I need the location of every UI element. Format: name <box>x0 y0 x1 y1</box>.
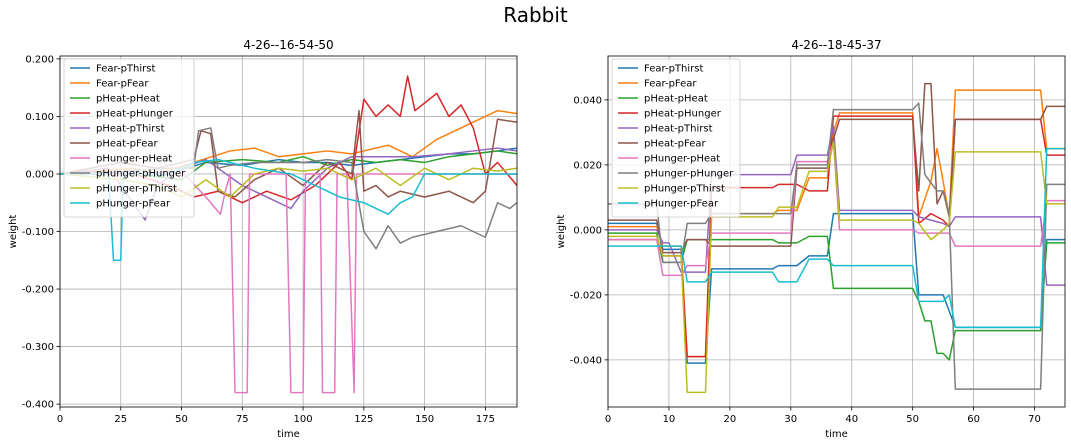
legend-entry: pHeat-pHunger <box>644 109 722 120</box>
legend-entry: pHunger-pThirst <box>644 184 725 195</box>
legend-entry: pHunger-pThirst <box>96 184 177 195</box>
x-tick-label: 50 <box>906 414 919 425</box>
y-tick-label: -0.040 <box>570 355 602 366</box>
legend: Fear-pThirst Fear-pFear pHeat-pHeat pHeat-p… <box>63 58 195 218</box>
x-axis-label: time <box>825 429 848 440</box>
legend: Fear-pThirst Fear-pFear pHeat-pHeat pHeat-p… <box>611 58 741 218</box>
y-tick-label: 0.040 <box>573 95 602 106</box>
series-line-pHeat-pFear <box>608 82 1065 254</box>
y-tick-label: 0.100 <box>25 112 54 123</box>
legend-entry: Fear-pThirst <box>644 64 703 75</box>
y-axis-label: weight <box>556 215 567 249</box>
x-tick-label: 40 <box>845 414 858 425</box>
chart-title: 4-26--18-45-37 <box>791 38 881 52</box>
legend-entry: pHunger-pHunger <box>96 169 186 180</box>
series-line-pHunger-pThirst <box>608 141 1065 394</box>
legend-entry: pHeat-pHunger <box>96 109 174 120</box>
legend-entry: pHeat-pThirst <box>96 124 165 135</box>
legend-entry: pHeat-pThirst <box>644 124 713 135</box>
x-tick-label: 125 <box>354 414 373 425</box>
y-tick-label: -0.020 <box>570 290 602 301</box>
x-tick-label: 100 <box>294 414 313 425</box>
y-tick-label: -0.300 <box>22 342 54 353</box>
legend-entry: pHeat-pFear <box>644 139 707 150</box>
series-line-pHunger-pHunger <box>60 127 517 250</box>
legend-entry: pHunger-pHunger <box>644 169 734 180</box>
chart-panel-1: 0 25 50 75 100 125 150 175 -0.400 -0.300 -0.200 -0.… <box>8 38 518 440</box>
legend-box <box>611 58 741 218</box>
chart-panel-2: 0 10 20 30 40 50 60 70 -0.040 -0.020 0.000 0.020 0.0… <box>556 38 1066 440</box>
legend-box <box>63 58 195 218</box>
x-tick-label: 0 <box>57 414 63 425</box>
x-tick-label: 0 <box>605 414 611 425</box>
y-axis-label: weight <box>8 215 19 249</box>
x-tick-label: 75 <box>236 414 249 425</box>
axes-frame <box>607 55 1066 408</box>
legend-entry: Fear-pFear <box>644 79 697 90</box>
series-line-pHeat-pHeat <box>608 232 1065 361</box>
figure-suptitle: Rabbit <box>503 3 568 27</box>
legend-entry: pHunger-pHeat <box>96 154 172 165</box>
x-tick-label: 60 <box>967 414 980 425</box>
x-tick-label: 20 <box>723 414 736 425</box>
series-line-pHeat-pHunger <box>60 75 517 204</box>
series-line-pHeat-pFear <box>60 109 517 204</box>
legend-entry: pHunger-pFear <box>644 199 719 210</box>
y-tick-label: -0.200 <box>22 285 54 296</box>
chart-title: 4-26--16-54-50 <box>243 38 333 52</box>
x-tick-label: 70 <box>1028 414 1041 425</box>
y-tick-label: 0.200 <box>25 54 54 65</box>
legend-entry: pHunger-pHeat <box>644 154 720 165</box>
y-tick-label: 0.020 <box>573 160 602 171</box>
x-tick-label: 25 <box>114 414 127 425</box>
legend-entry: pHunger-pFear <box>96 199 171 210</box>
x-axis-label: time <box>277 429 300 440</box>
x-tick-label: 10 <box>663 414 676 425</box>
x-tick-label: 175 <box>476 414 495 425</box>
y-tick-label: 0.000 <box>25 169 54 180</box>
x-tick-label: 50 <box>175 414 188 425</box>
legend-entry: pHeat-pHeat <box>644 94 708 105</box>
series-line-pHunger-pHunger <box>608 102 1065 390</box>
legend-entry: pHeat-pHeat <box>96 94 160 105</box>
y-tick-label: -0.100 <box>22 227 54 238</box>
legend-entry: pHeat-pFear <box>96 139 159 150</box>
legend-entry: Fear-pFear <box>96 79 149 90</box>
series-line-pHunger-pFear <box>608 147 1065 329</box>
series-line-pHunger-pHeat <box>60 170 517 394</box>
x-tick-label: 30 <box>784 414 797 425</box>
y-tick-label: 0.000 <box>573 225 602 236</box>
legend-entry: Fear-pThirst <box>96 64 155 75</box>
x-tick-label: 150 <box>415 414 434 425</box>
y-tick-label: -0.400 <box>22 400 54 411</box>
